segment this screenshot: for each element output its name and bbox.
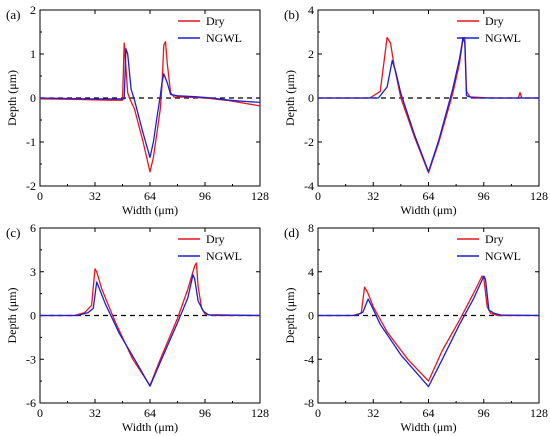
- x-tick-label: 128: [251, 406, 269, 420]
- y-tick-label: 0: [30, 91, 36, 105]
- x-tick-label: 32: [89, 406, 101, 420]
- y-tick-label: -4: [304, 179, 314, 193]
- series-line-ngwl: [40, 274, 260, 387]
- series-line-dry: [318, 275, 539, 382]
- y-tick-label: 6: [30, 221, 36, 235]
- panel-label: (d): [284, 225, 299, 240]
- y-tick-label: -8: [304, 396, 314, 410]
- y-tick-label: 1: [30, 47, 36, 61]
- x-tick-label: 32: [367, 189, 379, 203]
- y-tick-label: -6: [26, 396, 36, 410]
- series-line-ngwl: [40, 48, 260, 159]
- y-tick-label: 8: [308, 221, 314, 235]
- x-tick-label: 0: [315, 406, 321, 420]
- chart-panel: 0 32 64 96 128 -4 -2 0 2 4 Width (μm) Depth (μm) (b)…: [283, 3, 548, 217]
- panel-label: (c): [6, 225, 20, 240]
- y-axis-label: Depth (μm): [283, 287, 297, 343]
- y-tick-label: -3: [26, 352, 36, 366]
- series-line-ngwl: [318, 36, 539, 173]
- chart-panel: 0 32 64 96 128 -6 -3 0 3 6 Width (μm) Depth (μm) (c)…: [5, 221, 269, 434]
- y-tick-label: 0: [30, 309, 36, 323]
- x-tick-label: 96: [478, 189, 490, 203]
- legend-label: Dry: [206, 232, 225, 246]
- legend-label: Dry: [206, 14, 225, 28]
- panel-label: (b): [284, 7, 299, 22]
- legend-label: NGWL: [206, 31, 242, 45]
- x-tick-label: 0: [315, 189, 321, 203]
- y-tick-label: -4: [304, 352, 314, 366]
- legend-label: NGWL: [485, 249, 521, 263]
- y-tick-label: 2: [308, 47, 314, 61]
- legend-label: NGWL: [206, 249, 242, 263]
- y-tick-label: -2: [304, 135, 314, 149]
- y-tick-label: 3: [30, 265, 36, 279]
- x-tick-label: 32: [367, 406, 379, 420]
- y-tick-label: 0: [308, 91, 314, 105]
- legend-label: Dry: [485, 232, 504, 246]
- chart-panel: 0 32 64 96 128 -2 -1 0 1 2 Width (μm) Depth (μm) (a)…: [5, 3, 269, 217]
- series-line-dry: [40, 262, 260, 387]
- legend-label: Dry: [485, 14, 504, 28]
- x-tick-label: 0: [37, 189, 43, 203]
- x-tick-label: 96: [199, 406, 211, 420]
- x-axis-label: Width (μm): [122, 203, 178, 217]
- panel-label: (a): [6, 7, 20, 22]
- y-tick-label: -2: [26, 179, 36, 193]
- x-tick-label: 128: [530, 406, 548, 420]
- x-tick-label: 96: [199, 189, 211, 203]
- x-axis-label: Width (μm): [400, 420, 456, 434]
- chart-panel: 0 32 64 96 128 -8 -4 0 4 8 Width (μm) Depth (μm) (d)…: [283, 221, 548, 434]
- x-tick-label: 96: [478, 406, 490, 420]
- y-tick-label: 2: [30, 3, 36, 17]
- y-tick-label: 4: [308, 265, 314, 279]
- x-tick-label: 128: [530, 189, 548, 203]
- x-tick-label: 64: [144, 406, 156, 420]
- series-line-dry: [40, 41, 260, 173]
- y-tick-label: 0: [308, 309, 314, 323]
- series-line-dry: [318, 36, 539, 174]
- y-tick-label: 4: [308, 3, 314, 17]
- y-axis-label: Depth (μm): [5, 287, 19, 343]
- x-tick-label: 64: [423, 189, 435, 203]
- x-axis-label: Width (μm): [122, 420, 178, 434]
- y-tick-label: -1: [26, 135, 36, 149]
- x-tick-label: 128: [251, 189, 269, 203]
- series-line-ngwl: [318, 275, 539, 388]
- x-axis-label: Width (μm): [400, 203, 456, 217]
- x-tick-label: 64: [423, 406, 435, 420]
- x-tick-label: 64: [144, 189, 156, 203]
- y-axis-label: Depth (μm): [283, 70, 297, 126]
- x-tick-label: 32: [89, 189, 101, 203]
- legend-label: NGWL: [485, 31, 521, 45]
- x-tick-label: 0: [37, 406, 43, 420]
- y-axis-label: Depth (μm): [5, 70, 19, 126]
